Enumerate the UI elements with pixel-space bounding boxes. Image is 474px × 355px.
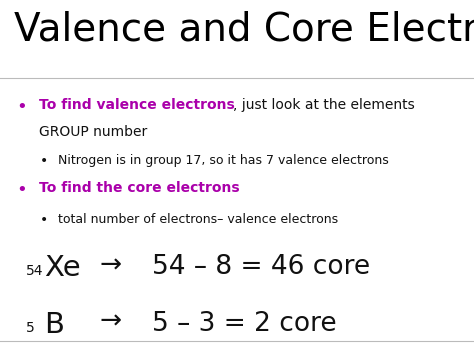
Text: •: • xyxy=(17,181,27,199)
Text: Valence and Core Electrons: Valence and Core Electrons xyxy=(14,11,474,49)
Text: •: • xyxy=(40,213,48,227)
Text: •: • xyxy=(17,98,27,116)
Text: 54: 54 xyxy=(26,264,44,278)
Text: 5 – 3 = 2 core: 5 – 3 = 2 core xyxy=(152,311,337,337)
Text: , just look at the elements: , just look at the elements xyxy=(233,98,414,111)
Text: 54 – 8 = 46 core: 54 – 8 = 46 core xyxy=(152,254,370,280)
Text: B: B xyxy=(44,311,64,339)
Text: 5: 5 xyxy=(26,321,35,335)
Text: To find the core electrons: To find the core electrons xyxy=(39,181,240,195)
Text: Xe: Xe xyxy=(44,254,81,282)
Text: →: → xyxy=(100,252,122,278)
Text: Nitrogen is in group 17, so it has 7 valence electrons: Nitrogen is in group 17, so it has 7 val… xyxy=(58,154,389,168)
Text: To find valence electrons: To find valence electrons xyxy=(39,98,235,111)
Text: →: → xyxy=(100,309,122,335)
Text: •: • xyxy=(40,154,48,168)
Text: total number of electrons– valence electrons: total number of electrons– valence elect… xyxy=(58,213,338,226)
Text: GROUP number: GROUP number xyxy=(39,125,147,139)
